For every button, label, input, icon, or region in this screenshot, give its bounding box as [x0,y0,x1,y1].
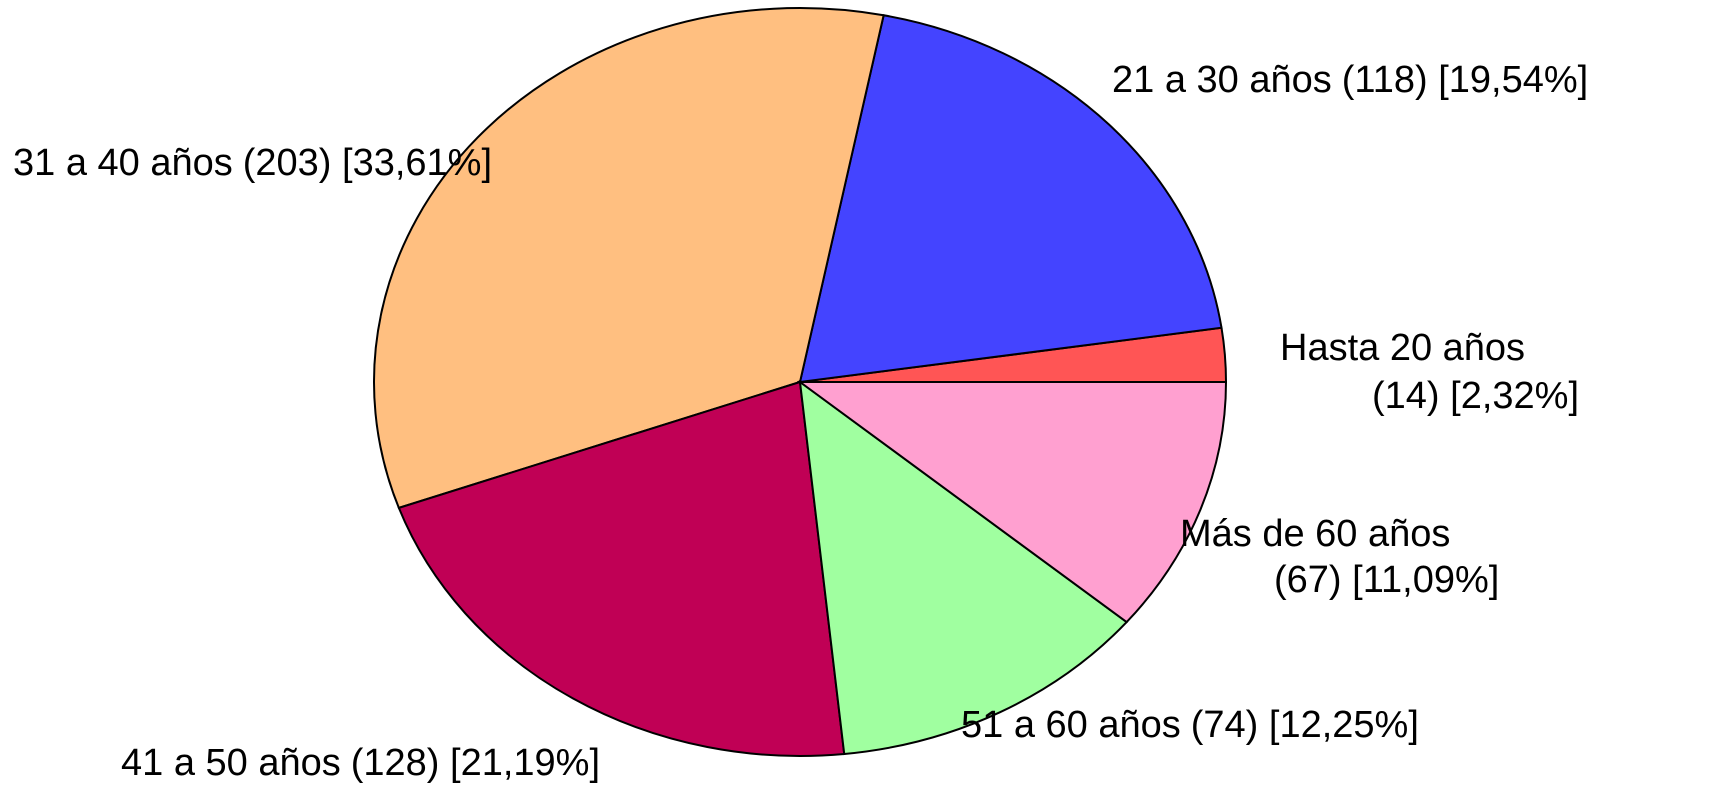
pie-slice [796,381,1228,624]
slice-value-label: (67) [11,09%] [1274,559,1499,601]
slice-value-label: (118) [19,54%] [1342,59,1588,101]
slice-value-label: (203) [33,61%] [243,142,492,184]
slice-label-group: 31 a 40 años (203) [33,61%] [13,142,492,184]
slice-label-group: 51 a 60 años (74) [12,25%] [961,704,1419,746]
slice-label: 21 a 30 años [1112,59,1332,101]
pie-slice [798,14,1223,384]
slice-label: 41 a 50 años [121,742,341,784]
slice-value-label: (14) [2,32%] [1372,375,1579,417]
slice-label-group: 41 a 50 años (128) [21,19%] [121,742,600,784]
slice-label: Más de 60 años [1180,513,1450,555]
slice-value-label: (128) [21,19%] [351,742,600,784]
slice-label: 51 a 60 años [961,704,1181,746]
slice-label-group: 21 a 30 años (118) [19,54%] [1112,59,1588,101]
pie-slice [373,7,885,510]
pie-slice [397,380,846,757]
slice-value-label: (74) [12,25%] [1191,704,1419,746]
pie-slice [798,379,1129,756]
slice-label: Hasta 20 años [1280,327,1525,369]
slice-label: 31 a 40 años [13,142,233,184]
